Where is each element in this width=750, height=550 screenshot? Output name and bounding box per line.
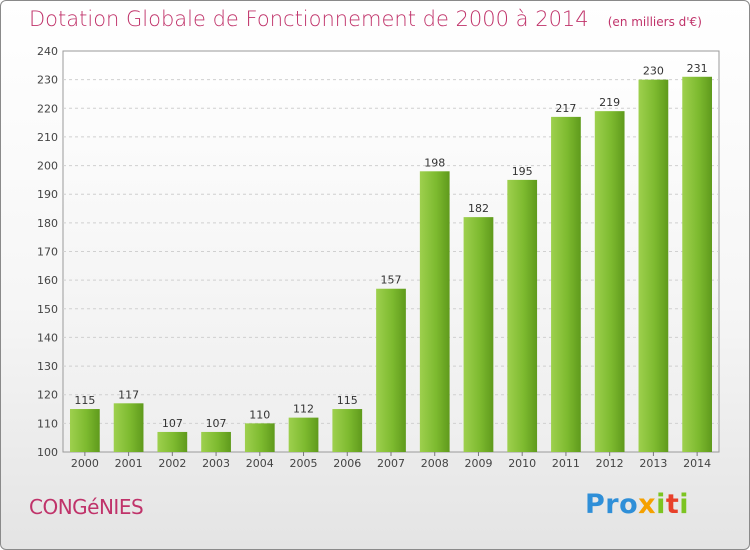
- y-tick-label-140: 140: [37, 331, 58, 344]
- data-label-2009: 182: [468, 202, 489, 215]
- x-tick-label-2004: 2004: [246, 457, 274, 470]
- y-tick-label-230: 230: [37, 74, 58, 87]
- bar-2002: [157, 431, 188, 452]
- chart-title-group: Dotation Globale de Fonctionnement de 20…: [29, 7, 702, 31]
- y-tick-label-200: 200: [37, 160, 58, 173]
- data-label-2012: 219: [599, 96, 620, 109]
- data-label-2004: 110: [249, 408, 270, 421]
- data-label-2011: 217: [555, 102, 576, 115]
- x-tick-label-2006: 2006: [333, 457, 361, 470]
- x-tick-label-2012: 2012: [596, 457, 624, 470]
- bar-2009: [463, 217, 494, 452]
- bar-2000: [69, 409, 100, 452]
- data-label-2005: 112: [293, 403, 314, 416]
- x-tick-label-2005: 2005: [290, 457, 318, 470]
- x-tick-label-2010: 2010: [508, 457, 536, 470]
- logo-part-3: i: [656, 489, 666, 520]
- data-label-2010: 195: [512, 165, 533, 178]
- y-tick-label-100: 100: [37, 446, 58, 459]
- bar-2012: [594, 111, 625, 453]
- data-label-2014: 231: [687, 62, 708, 75]
- bar-2010: [507, 179, 538, 452]
- x-tick-label-2007: 2007: [377, 457, 405, 470]
- bar-2004: [244, 423, 275, 452]
- bar-2005: [288, 417, 319, 452]
- proxiti-logo: Proxiti: [585, 489, 689, 520]
- logo-part-5: i: [679, 489, 690, 520]
- y-tick-label-160: 160: [37, 274, 58, 287]
- x-tick-label-2013: 2013: [639, 457, 667, 470]
- x-tick-label-2008: 2008: [421, 457, 449, 470]
- logo-part-2: x: [638, 489, 657, 520]
- x-tick-label-2014: 2014: [683, 457, 711, 470]
- x-tick-label-2009: 2009: [464, 457, 492, 470]
- bar-2008: [419, 171, 450, 453]
- bar-2006: [332, 409, 363, 452]
- bar-2007: [376, 288, 406, 452]
- data-label-2006: 115: [337, 394, 358, 407]
- x-tick-label-2001: 2001: [115, 457, 143, 470]
- bar-2011: [551, 116, 581, 452]
- y-tick-label-240: 240: [37, 45, 58, 58]
- bar-2014: [682, 76, 713, 453]
- x-tick-label-2011: 2011: [552, 457, 580, 470]
- bar-2003: [201, 431, 231, 452]
- data-label-2007: 157: [381, 274, 402, 287]
- data-label-2008: 198: [424, 156, 445, 169]
- x-tick-label-2003: 2003: [202, 457, 230, 470]
- y-tick-label-130: 130: [37, 360, 58, 373]
- commune-name: CONGéNIES: [29, 495, 144, 519]
- y-tick-label-220: 220: [37, 102, 58, 115]
- y-tick-label-210: 210: [37, 131, 58, 144]
- y-tick-label-110: 110: [37, 417, 58, 430]
- data-label-2013: 230: [643, 65, 664, 78]
- y-tick-label-180: 180: [37, 217, 58, 230]
- logo-part-1: Pro: [585, 489, 639, 520]
- data-label-2002: 107: [162, 417, 183, 430]
- y-tick-label-120: 120: [37, 389, 58, 402]
- bar-2013: [638, 79, 669, 453]
- x-tick-label-2002: 2002: [158, 457, 186, 470]
- y-tick-label-150: 150: [37, 303, 58, 316]
- x-tick-label-2000: 2000: [71, 457, 99, 470]
- bar-2001: [113, 403, 144, 452]
- data-label-2003: 107: [206, 417, 227, 430]
- chart-subtitle: (en milliers d'€): [607, 15, 702, 29]
- logo-part-4: t: [665, 489, 680, 520]
- y-tick-label-170: 170: [37, 246, 58, 259]
- chart-title: Dotation Globale de Fonctionnement de 20…: [29, 7, 589, 31]
- y-tick-label-190: 190: [37, 188, 58, 201]
- data-label-2000: 115: [74, 394, 95, 407]
- data-label-2001: 117: [118, 388, 139, 401]
